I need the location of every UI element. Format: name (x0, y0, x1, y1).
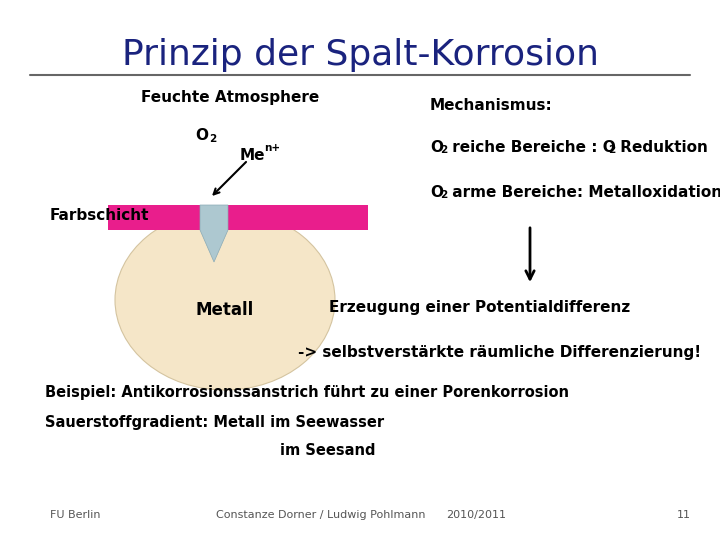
Text: 2: 2 (440, 145, 447, 155)
Text: O: O (430, 140, 443, 155)
Text: n+: n+ (264, 143, 280, 153)
Text: O: O (430, 185, 443, 200)
Text: Beispiel: Antikorrosionssanstrich führt zu einer Porenkorrosion: Beispiel: Antikorrosionssanstrich führt … (45, 385, 569, 400)
Bar (228, 205, 368, 230)
Text: Prinzip der Spalt-Korrosion: Prinzip der Spalt-Korrosion (122, 38, 598, 72)
Text: reiche Bereiche : O: reiche Bereiche : O (447, 140, 616, 155)
Text: 2010/2011: 2010/2011 (446, 510, 506, 520)
Text: Farbschicht: Farbschicht (50, 207, 150, 222)
Text: 2: 2 (608, 145, 616, 155)
Text: 11: 11 (677, 510, 690, 520)
Text: Mechanismus:: Mechanismus: (430, 98, 553, 113)
Text: Metall: Metall (196, 301, 254, 319)
Text: arme Bereiche: Metalloxidation: arme Bereiche: Metalloxidation (447, 185, 720, 200)
Ellipse shape (115, 210, 335, 390)
Text: FU Berlin: FU Berlin (50, 510, 101, 520)
Text: Constanze Dorner / Ludwig Pohlmann: Constanze Dorner / Ludwig Pohlmann (216, 510, 426, 520)
Text: Reduktion: Reduktion (615, 140, 708, 155)
Text: Sauerstoffgradient: Metall im Seewasser: Sauerstoffgradient: Metall im Seewasser (45, 415, 384, 430)
Text: -> selbstverstärkte räumliche Differenzierung!: -> selbstverstärkte räumliche Differenzi… (298, 345, 701, 360)
Text: 2: 2 (440, 190, 447, 200)
Text: O: O (195, 128, 208, 143)
Text: im Seesand: im Seesand (280, 443, 376, 458)
Polygon shape (200, 205, 228, 262)
Bar (108, 205, 200, 230)
Text: Erzeugung einer Potentialdifferenz: Erzeugung einer Potentialdifferenz (329, 300, 631, 315)
Text: 2: 2 (209, 134, 216, 144)
Text: Feuchte Atmosphere: Feuchte Atmosphere (141, 90, 319, 105)
Text: Me: Me (240, 148, 266, 163)
